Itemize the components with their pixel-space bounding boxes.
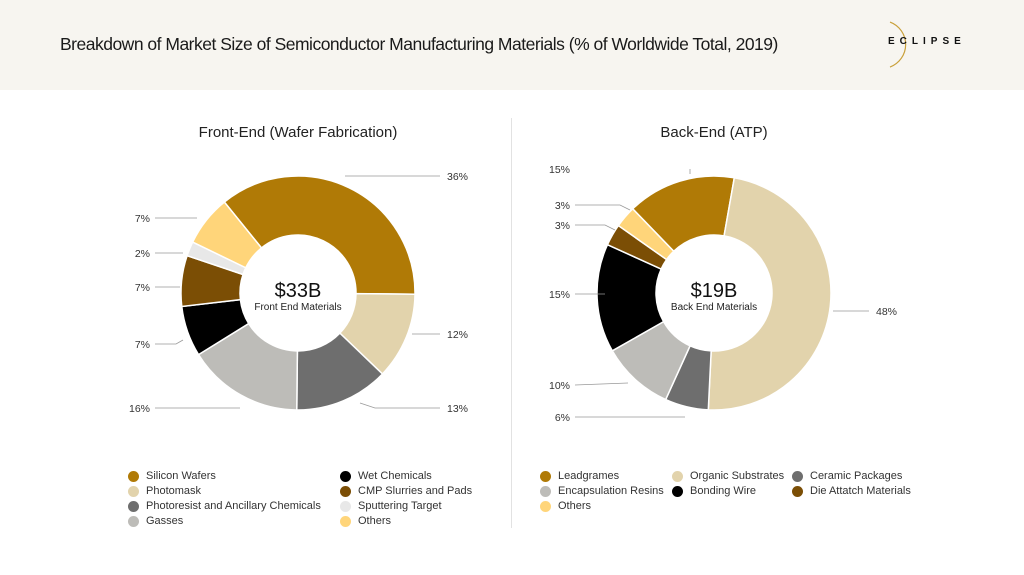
front-end-title: Front-End (Wafer Fabrication) <box>198 124 398 141</box>
slice-label: 15% <box>549 289 570 301</box>
slice-label: 7% <box>135 339 150 351</box>
slice-label: 16% <box>129 403 150 415</box>
slice-label: 48% <box>876 306 897 318</box>
logo: ECLIPSE <box>888 36 966 47</box>
slice-label: 13% <box>447 403 468 415</box>
legend-label: Bonding Wire <box>690 485 757 497</box>
page-title: Breakdown of Market Size of Semiconducto… <box>60 34 778 54</box>
slice-label: 36% <box>447 171 468 183</box>
legend-swatch-icon <box>340 515 351 527</box>
legend-item: Bonding Wire <box>672 485 756 497</box>
legend-label: Leadgrames <box>558 470 620 482</box>
legend-swatch-icon <box>128 515 139 527</box>
legend-label: Sputtering Target <box>358 500 442 512</box>
legend-label: Gasses <box>146 515 184 527</box>
donut-slice-others <box>617 207 675 261</box>
center-value: $19B <box>691 280 738 302</box>
center-label: Front End Materials <box>254 302 341 313</box>
legend-swatch-icon <box>672 470 683 482</box>
legend-swatch-icon <box>128 500 139 512</box>
center-label: Back End Materials <box>671 302 757 313</box>
legend-item: CMP Slurries and Pads <box>340 485 472 497</box>
legend-item: Wet Chemicals <box>340 470 432 482</box>
legend-label: Wet Chemicals <box>358 470 432 482</box>
legend-item: Encapsulation Resins <box>540 485 664 497</box>
header: Breakdown of Market Size of Semiconducto… <box>0 0 1024 90</box>
slice-label: 6% <box>555 412 570 424</box>
legend-label: Others <box>358 515 392 527</box>
legend-item: Gasses <box>128 515 183 527</box>
legend-item: Sputtering Target <box>340 500 442 512</box>
leader-line <box>575 224 616 231</box>
legend-label: Photomask <box>146 485 202 497</box>
legend-item: Die Attatch Materials <box>792 485 911 497</box>
slice-label: 7% <box>135 213 150 225</box>
legend-swatch-icon <box>540 485 551 497</box>
center-value: $33B <box>275 280 322 302</box>
legend-label: Encapsulation Resins <box>558 485 664 497</box>
legend-item: Organic Substrates <box>672 470 784 482</box>
legend-label: CMP Slurries and Pads <box>358 485 473 497</box>
legend-swatch-icon <box>672 485 683 497</box>
slice-label: 12% <box>447 329 468 341</box>
legend-swatch-icon <box>340 485 351 497</box>
legend-swatch-icon <box>128 470 139 482</box>
leader-line <box>574 382 629 386</box>
slice-label: 3% <box>555 200 570 212</box>
legend-swatch-icon <box>128 485 139 497</box>
legend-label: Die Attatch Materials <box>810 485 911 497</box>
leader-line <box>359 402 440 409</box>
legend-label: Silicon Wafers <box>146 470 216 482</box>
legend-swatch-icon <box>540 470 551 482</box>
legend-item: Silicon Wafers <box>128 470 216 482</box>
slice-label: 7% <box>135 282 150 294</box>
legend-swatch-icon <box>792 485 803 497</box>
legend-label: Photoresist and Ancillary Chemicals <box>146 500 321 512</box>
slice-label: 15% <box>549 164 570 176</box>
leader-line <box>155 339 184 345</box>
slice-label: 2% <box>135 248 150 260</box>
slice-label: 10% <box>549 380 570 392</box>
legend-label: Organic Substrates <box>690 470 785 482</box>
donut-slice-silicon-wafers <box>223 175 416 295</box>
slice-label: 3% <box>555 220 570 232</box>
legend-swatch-icon <box>340 470 351 482</box>
back-end-title: Back-End (ATP) <box>660 124 768 141</box>
legend-item: Photomask <box>128 485 201 497</box>
legend-swatch-icon <box>340 500 351 512</box>
donut-slice-organic-substrates <box>707 176 832 411</box>
donut-slice-others <box>191 201 263 269</box>
legend-swatch-icon <box>792 470 803 482</box>
divider <box>511 118 512 528</box>
legend-label: Others <box>558 500 592 512</box>
leader-line <box>575 204 631 211</box>
logo-arc-icon <box>889 21 907 68</box>
legend-swatch-icon <box>540 500 551 512</box>
legend-item: Photoresist and Ancillary Chemicals <box>128 500 321 512</box>
legend-item: Others <box>340 515 391 527</box>
legend-label: Ceramic Packages <box>810 470 903 482</box>
legend-item: Leadgrames <box>540 470 619 482</box>
legend-item: Ceramic Packages <box>792 470 902 482</box>
legend-item: Others <box>540 500 591 512</box>
